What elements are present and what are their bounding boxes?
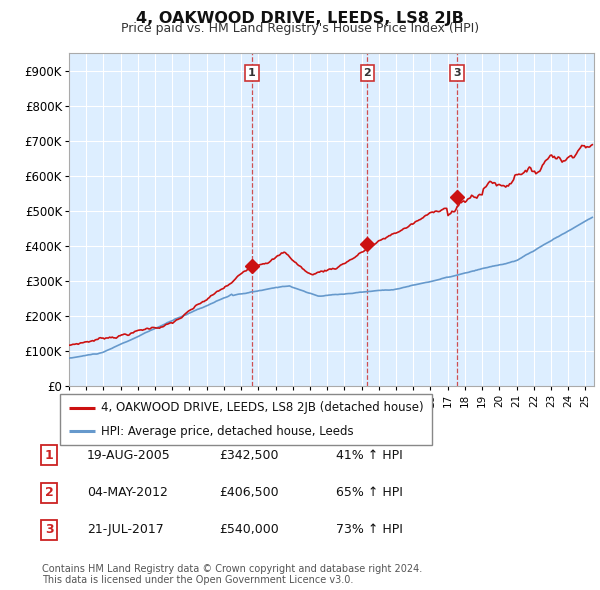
Text: 3: 3 [45,523,53,536]
Text: 19-AUG-2005: 19-AUG-2005 [87,449,171,462]
Text: 4, OAKWOOD DRIVE, LEEDS, LS8 2JB: 4, OAKWOOD DRIVE, LEEDS, LS8 2JB [136,11,464,25]
Text: 4, OAKWOOD DRIVE, LEEDS, LS8 2JB (detached house): 4, OAKWOOD DRIVE, LEEDS, LS8 2JB (detach… [101,401,424,414]
Text: 1: 1 [45,449,53,462]
Text: 41% ↑ HPI: 41% ↑ HPI [336,449,403,462]
Text: 21-JUL-2017: 21-JUL-2017 [87,523,164,536]
Text: Contains HM Land Registry data © Crown copyright and database right 2024.
This d: Contains HM Land Registry data © Crown c… [42,563,422,585]
FancyBboxPatch shape [60,394,432,445]
Text: 1: 1 [248,68,256,78]
Text: £540,000: £540,000 [219,523,279,536]
Text: 3: 3 [453,68,461,78]
Text: HPI: Average price, detached house, Leeds: HPI: Average price, detached house, Leed… [101,425,353,438]
Text: Price paid vs. HM Land Registry's House Price Index (HPI): Price paid vs. HM Land Registry's House … [121,22,479,35]
Text: 2: 2 [45,486,53,499]
Text: £342,500: £342,500 [219,449,278,462]
Text: 2: 2 [364,68,371,78]
Text: 04-MAY-2012: 04-MAY-2012 [87,486,168,499]
Text: 73% ↑ HPI: 73% ↑ HPI [336,523,403,536]
Text: 65% ↑ HPI: 65% ↑ HPI [336,486,403,499]
Text: £406,500: £406,500 [219,486,278,499]
